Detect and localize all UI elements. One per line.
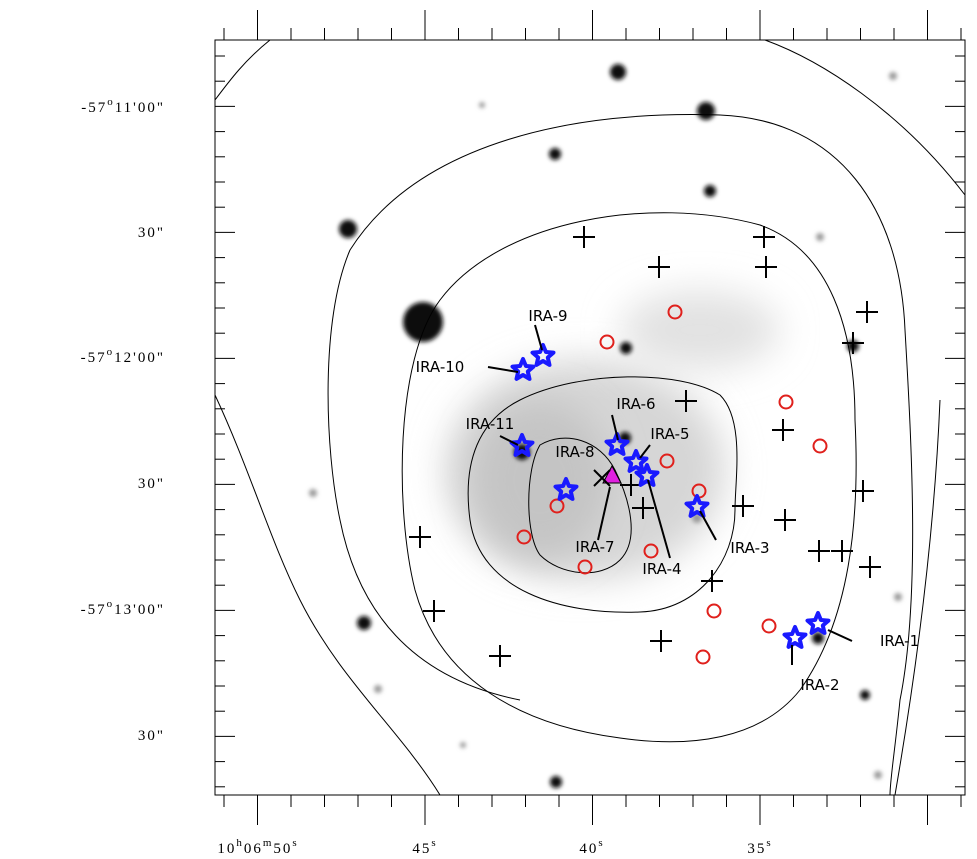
sup: s xyxy=(766,837,772,849)
sup: o xyxy=(107,96,115,108)
source-label: IRA-6 xyxy=(616,395,655,413)
sup: s xyxy=(598,837,604,849)
axis-label: 45s xyxy=(412,837,437,857)
part: 30" xyxy=(138,225,165,241)
image xyxy=(215,40,965,795)
part: -57 xyxy=(81,602,107,618)
part: 35 xyxy=(747,841,766,857)
part: 11'00" xyxy=(115,100,165,116)
source-label: IRA-9 xyxy=(528,307,567,325)
axis-label: 35s xyxy=(747,837,772,857)
part: 12'00" xyxy=(114,350,165,366)
part: 50 xyxy=(273,841,292,857)
source-label: IRA-2 xyxy=(800,676,839,694)
part: 10 xyxy=(217,841,236,857)
axis-label: 30" xyxy=(138,476,165,492)
axis-label: -57o12'00" xyxy=(81,346,165,366)
sup: h xyxy=(236,837,244,849)
sky-map: -57o11'00"30"-57o12'00"30"-57o13'00"30"1… xyxy=(0,0,977,859)
part: 13'00" xyxy=(114,602,165,618)
source-label: IRA-3 xyxy=(730,539,769,557)
axis-label: 30" xyxy=(138,728,165,744)
part: 30" xyxy=(138,476,165,492)
axis-label: -57o13'00" xyxy=(81,598,165,618)
source-label: IRA-4 xyxy=(642,560,681,578)
source-label: IRA-7 xyxy=(575,538,614,556)
source-label: IRA-8 xyxy=(555,443,594,461)
axis-label: 40s xyxy=(579,837,604,857)
axis-label: 10h06m50s xyxy=(217,837,298,857)
source-label: IRA-10 xyxy=(416,358,465,376)
sup: s xyxy=(431,837,437,849)
sup: o xyxy=(107,598,115,610)
sup: o xyxy=(107,346,115,358)
axis-label: -57o11'00" xyxy=(81,96,165,116)
part: 40 xyxy=(579,841,598,857)
source-label: IRA-5 xyxy=(650,425,689,443)
axis-label: 30" xyxy=(138,225,165,241)
sup: m xyxy=(263,837,274,849)
source-label: IRA-1 xyxy=(880,632,919,650)
sup: s xyxy=(292,837,298,849)
part: 30" xyxy=(138,728,165,744)
part: 06 xyxy=(244,841,263,857)
part: 45 xyxy=(412,841,431,857)
source-label: IRA-11 xyxy=(466,415,515,433)
part: -57 xyxy=(81,350,107,366)
part: -57 xyxy=(81,100,107,116)
